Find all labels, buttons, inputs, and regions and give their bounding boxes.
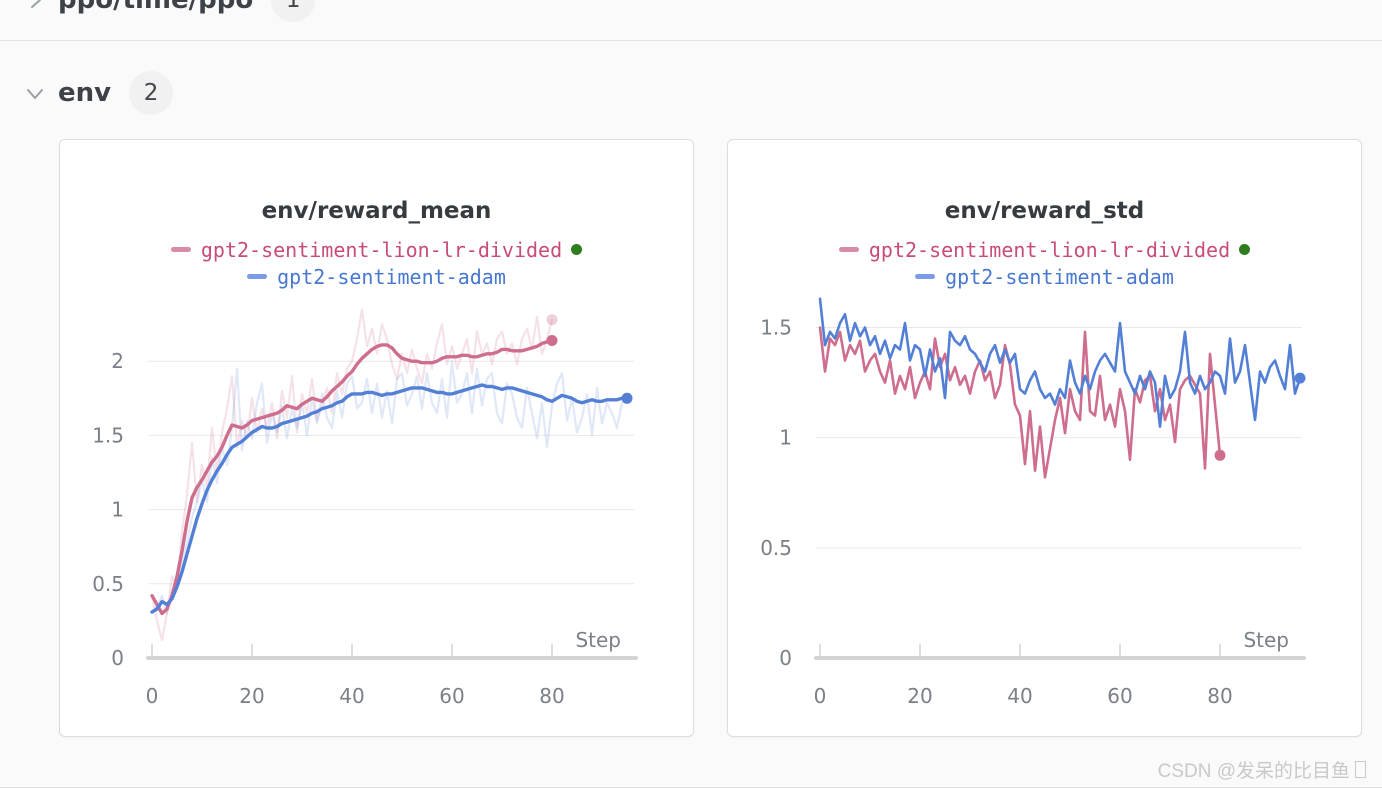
x-tick-label: 20 (907, 684, 932, 708)
series-end-dot (1214, 449, 1226, 461)
section-divider (0, 40, 1382, 41)
y-tick-label: 1.5 (92, 423, 124, 447)
series-end-dot (546, 335, 558, 346)
x-tick-label: 20 (239, 684, 264, 708)
y-tick-label: 0 (779, 646, 792, 670)
section-count-badge: 1 (271, 0, 316, 22)
legend: gpt2-sentiment-lion-lr-divided gpt2-senti… (60, 236, 693, 290)
panel-env-reward-mean[interactable]: env/reward_mean gpt2-sentiment-lion-lr-d… (59, 139, 694, 737)
series-line (818, 326, 1222, 479)
legend-swatch (838, 247, 859, 252)
panel-grid: env/reward_mean gpt2-sentiment-lion-lr-d… (59, 139, 1362, 737)
x-tick-label: 0 (814, 684, 827, 708)
series-line (150, 338, 554, 616)
legend-run-label[interactable]: gpt2-sentiment-adam (277, 264, 506, 289)
x-axis-label: Step (575, 628, 621, 652)
legend-swatch (247, 274, 268, 279)
series-end-dot (621, 392, 633, 404)
run-state-dot (1239, 244, 1251, 255)
chart-plot-area[interactable]: 0 0.5 1 1.5 0 20 40 60 80 Step (728, 140, 1361, 736)
legend: gpt2-sentiment-lion-lr-divided gpt2-senti… (728, 236, 1361, 290)
legend-swatch (915, 274, 936, 279)
legend-row: gpt2-sentiment-lion-lr-divided (60, 236, 693, 263)
y-tick-label: 1 (779, 426, 792, 450)
legend-row: gpt2-sentiment-adam (60, 263, 693, 290)
legend-run-label[interactable]: gpt2-sentiment-lion-lr-divided (868, 237, 1231, 262)
x-tick-label: 60 (439, 684, 464, 708)
legend-row: gpt2-sentiment-lion-lr-divided (728, 236, 1361, 263)
y-tick-label: 0.5 (760, 536, 792, 560)
y-tick-label: 2 (111, 349, 124, 373)
chart-title: env/reward_std (944, 198, 1145, 224)
section-count-badge: 2 (129, 71, 174, 115)
y-tick-label: 0.5 (92, 572, 124, 596)
y-tick-label: 0 (111, 646, 124, 670)
section-header-env[interactable]: env 2 (24, 71, 174, 115)
series-line (150, 383, 629, 614)
series-line (818, 297, 1302, 428)
chart-title: env/reward_mean (261, 198, 492, 224)
legend-swatch (170, 247, 191, 252)
series-end-dot (546, 314, 558, 326)
x-tick-label: 40 (1007, 684, 1032, 708)
series-line (150, 308, 554, 642)
x-tick-label: 40 (339, 684, 364, 708)
watermark-text: CSDN @发呆的比目鱼 (1157, 761, 1350, 782)
legend-run-label[interactable]: gpt2-sentiment-lion-lr-divided (200, 237, 563, 262)
section-header-ppo-time-ppo[interactable]: ppo/time/ppo 1 (24, 0, 316, 22)
tofu-box (1355, 761, 1366, 778)
section-title: ppo/time/ppo (58, 0, 254, 15)
x-tick-label: 60 (1107, 684, 1132, 708)
x-axis-label: Step (1243, 628, 1289, 652)
series-end-dot (1294, 372, 1306, 384)
y-tick-label: 1 (111, 498, 124, 522)
x-tick-label: 80 (1207, 684, 1232, 708)
watermark: CSDN @发呆的比目鱼 (1158, 756, 1366, 783)
legend-row: gpt2-sentiment-adam (728, 263, 1361, 290)
chevron-right-icon[interactable] (24, 0, 46, 11)
series-line (150, 360, 629, 615)
x-tick-label: 80 (539, 684, 564, 708)
y-tick-label: 1.5 (760, 315, 792, 339)
legend-run-label[interactable]: gpt2-sentiment-adam (945, 264, 1174, 289)
chevron-down-icon[interactable] (24, 82, 46, 104)
panel-env-reward-std[interactable]: env/reward_std gpt2-sentiment-lion-lr-di… (727, 139, 1362, 737)
x-tick-label: 0 (146, 684, 159, 708)
run-state-dot (571, 244, 583, 255)
section-title: env (58, 78, 112, 108)
